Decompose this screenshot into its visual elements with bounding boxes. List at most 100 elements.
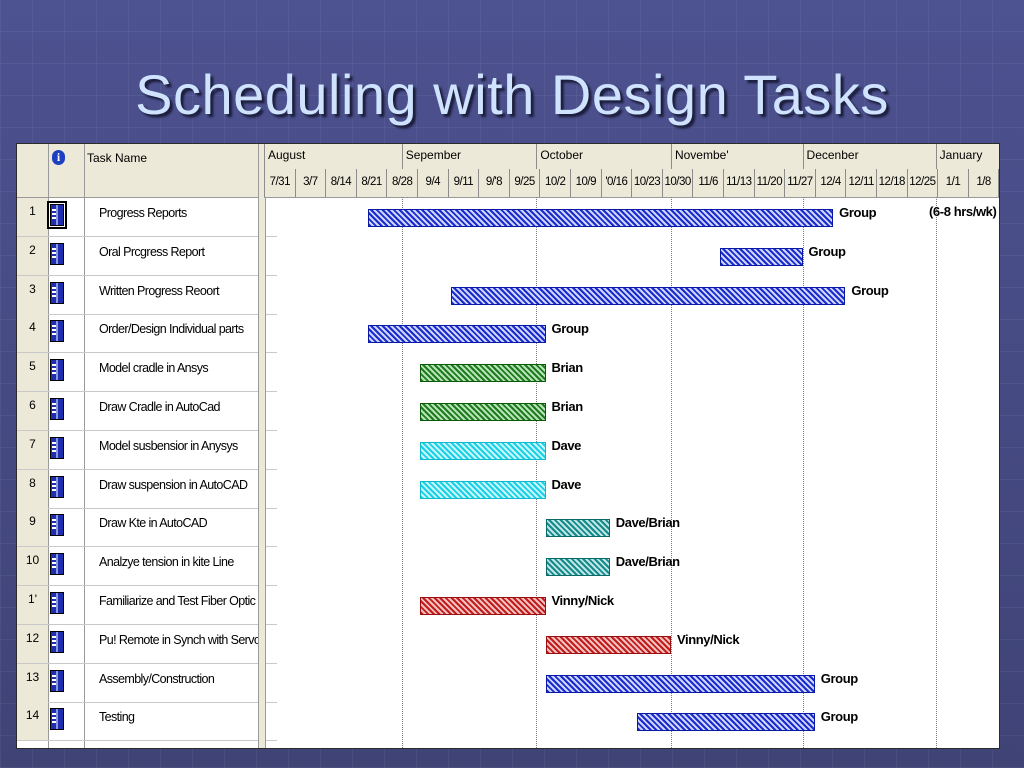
task-indicator-icon[interactable]	[50, 708, 64, 731]
task-bar[interactable]	[545, 635, 671, 654]
row-number[interactable]: 12	[17, 624, 48, 663]
week-label: 9/25	[508, 169, 540, 197]
task-row[interactable]: 1 Progress Reports	[17, 198, 277, 237]
task-row[interactable]: 7 Model susbensior in Anysys	[17, 430, 277, 470]
resource-label: Brian	[551, 399, 584, 414]
task-name[interactable]: Model susbensior in Anysys	[99, 438, 238, 453]
task-name[interactable]: Model cradle in Ansys	[99, 361, 209, 376]
task-bar[interactable]	[368, 209, 834, 227]
task-row[interactable]: 2 Oral Prcgress Report	[17, 236, 277, 276]
task-name[interactable]: Pu! Remote in Synch with Servos	[99, 632, 267, 647]
task-indicator-icon[interactable]	[50, 398, 64, 420]
task-name[interactable]: Familiarize and Test Fiber Optic	[99, 594, 256, 608]
column-divider[interactable]	[84, 144, 85, 748]
task-row[interactable]: 13 Assembly/Construction	[17, 663, 277, 703]
hours-note: (6-8 hrs/wk)	[929, 204, 997, 219]
task-bar[interactable]	[545, 674, 815, 693]
task-indicator-icon[interactable]	[50, 592, 64, 614]
task-row[interactable]: 3 Written Progress Reoort	[17, 275, 277, 315]
month-label: Sepember	[401, 144, 537, 169]
task-row[interactable]: 5 Model cradle in Ansys	[17, 353, 277, 393]
task-indicator-icon[interactable]	[50, 514, 64, 537]
row-number[interactable]: 10	[17, 547, 48, 586]
row-number[interactable]: 14	[17, 702, 48, 741]
task-name-column-header[interactable]: Task Name	[87, 151, 148, 165]
task-row[interactable]: 12 Pu! Remote in Synch with Servos	[17, 624, 277, 664]
task-bar[interactable]	[368, 325, 546, 344]
task-name[interactable]: Draw Cradle in AutoCad	[99, 400, 221, 414]
task-bar[interactable]	[637, 713, 815, 732]
resource-label: Dave/Brian	[615, 515, 680, 531]
month-label: Decenber	[802, 144, 936, 169]
pane-splitter[interactable]	[258, 144, 266, 748]
row-number[interactable]: 3	[17, 275, 48, 314]
task-row[interactable]: 8 Draw suspension in AutoCAD	[17, 469, 277, 509]
task-name[interactable]: Progress Reports	[99, 206, 187, 220]
row-number[interactable]: 9	[17, 508, 48, 547]
task-table-header: i Task Name	[17, 144, 277, 198]
gantt-chart-view: i Task Name 1 Progress Reports 2 Oral Prcgr…	[16, 143, 1000, 749]
task-indicator-icon[interactable]	[50, 359, 64, 382]
task-indicator-icon[interactable]	[50, 669, 64, 692]
task-indicator-icon[interactable]	[50, 553, 64, 576]
task-bar[interactable]	[420, 403, 546, 421]
task-bar[interactable]	[420, 441, 546, 460]
task-indicator-icon[interactable]	[47, 201, 67, 229]
week-label: 11/20	[753, 169, 785, 197]
row-number[interactable]: 5	[17, 353, 48, 392]
month-gridline	[802, 197, 804, 748]
task-bar[interactable]	[450, 286, 846, 305]
resource-label: Brian	[551, 360, 584, 376]
task-indicator-icon[interactable]	[50, 320, 64, 343]
row-number[interactable]: 13	[17, 663, 48, 702]
task-bar[interactable]	[719, 247, 803, 266]
task-indicator-icon[interactable]	[50, 436, 64, 459]
row-number[interactable]: 2	[17, 236, 48, 275]
task-row[interactable]: 1' Familiarize and Test Fiber Optic	[17, 586, 277, 625]
task-name[interactable]: Oral Prcgress Report	[99, 244, 205, 259]
week-label: 9/'8	[478, 169, 509, 197]
row-number[interactable]: 1'	[17, 586, 48, 624]
info-icon[interactable]: i	[52, 150, 65, 165]
task-bar[interactable]	[420, 480, 546, 499]
week-label: 12/11	[845, 169, 876, 197]
task-name[interactable]: Testing	[99, 710, 135, 725]
task-indicator-icon[interactable]	[50, 242, 64, 265]
task-name[interactable]: Written Progress Reoort	[99, 283, 220, 298]
task-table: i Task Name 1 Progress Reports 2 Oral Prcgr…	[17, 144, 277, 748]
resource-label: Group	[808, 243, 846, 259]
row-number[interactable]: 6	[17, 392, 48, 430]
task-bar[interactable]	[545, 519, 610, 538]
resource-label: Dave	[551, 437, 582, 453]
task-bar[interactable]	[545, 558, 610, 577]
task-name[interactable]: Analzye tension in kite Line	[99, 555, 234, 570]
task-name[interactable]: Order/Design Individual parts	[99, 322, 244, 337]
task-bar[interactable]	[420, 364, 546, 383]
task-name[interactable]: Draw Kte in AutoCAD	[99, 516, 208, 531]
week-label: 9/11	[447, 169, 479, 197]
task-indicator-icon[interactable]	[50, 630, 64, 653]
week-label: 10/23	[631, 169, 662, 197]
task-row[interactable]: 9 Draw Kte in AutoCAD	[17, 508, 277, 548]
row-number[interactable]: 4	[17, 314, 48, 353]
task-bar[interactable]	[420, 597, 546, 615]
task-indicator-icon[interactable]	[50, 281, 64, 304]
task-row[interactable]: 14 Testing	[17, 702, 277, 742]
row-number[interactable]: 7	[17, 430, 48, 469]
week-label: 7/31	[264, 169, 295, 197]
week-label: 1/8	[967, 169, 999, 197]
month-label: October	[536, 144, 671, 169]
task-row[interactable]: 6 Draw Cradle in AutoCad	[17, 392, 277, 431]
week-label: 12/4	[814, 169, 846, 197]
task-row[interactable]: 10 Analzye tension in kite Line	[17, 547, 277, 587]
month-gridline	[401, 197, 403, 748]
task-name[interactable]: Draw suspension in AutoCAD	[99, 477, 248, 492]
task-indicator-icon[interactable]	[50, 475, 64, 498]
task-name[interactable]: Assembly/Construction	[99, 671, 215, 686]
row-number[interactable]: 8	[17, 469, 48, 508]
gantt-timeline: August Sepember October Novembe' Decenber Jan…	[264, 144, 999, 748]
task-row[interactable]: 4 Order/Design Individual parts	[17, 314, 277, 354]
week-label: 10/2	[539, 169, 570, 197]
row-number[interactable]: 1	[17, 198, 48, 236]
column-divider[interactable]	[48, 144, 49, 748]
